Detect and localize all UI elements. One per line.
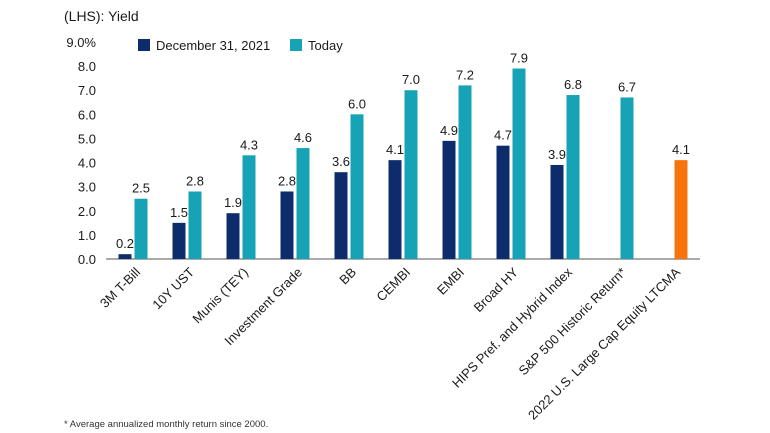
data-label: 0.2 [116,236,134,251]
y-tick-label: 2.0 [78,204,96,219]
data-label: 6.8 [564,77,582,92]
data-label: 1.9 [224,195,242,210]
bar [296,148,310,259]
x-tick-label: 10Y UST [149,264,197,312]
y-tick-label: 0.0 [78,252,96,267]
bar [674,160,688,259]
y-axis-ticks: 0.0 1.0 2.0 3.0 4.0 5.0 6.0 7.0 8.0 9.0% [66,35,96,267]
y-tick-label: 1.0 [78,228,96,243]
bar [496,145,510,259]
y-tick-label: 3.0 [78,180,96,195]
data-label: 7.0 [402,72,420,87]
data-label: 7.9 [510,51,528,66]
bar [442,140,456,259]
x-tick-label: 3M T-Bill [97,264,143,310]
data-label: 1.5 [170,205,188,220]
bar [226,213,240,259]
y-tick-label: 9.0% [66,35,96,50]
data-label: 4.9 [440,123,458,138]
bar [280,191,294,259]
bar [118,254,132,259]
bar [404,90,418,259]
data-label: 3.9 [548,147,566,162]
bar [512,68,526,260]
legend-swatch-today [290,39,302,51]
footnote: * Average annualized monthly return sinc… [64,419,269,430]
bar [458,85,472,260]
data-labels: 0.2 2.5 1.5 2.8 1.9 4.3 2.8 4.6 3.6 6.0 4.1 7.0 4.9 7… [116,51,690,252]
bar [334,172,348,259]
data-label: 6.0 [348,96,366,111]
x-tick-label: Broad HY [471,264,522,315]
bar [242,155,256,259]
data-label: 7.2 [456,67,474,82]
x-tick-label: EMBI [434,265,467,298]
bar [172,222,186,259]
bar [550,164,564,259]
legend-label-dec-2021: December 31, 2021 [156,38,270,53]
legend: December 31, 2021 Today [138,38,343,53]
y-tick-label: 5.0 [78,131,96,146]
data-label: 4.3 [240,137,258,152]
data-label: 2.8 [186,173,204,188]
data-label: 2.8 [278,173,296,188]
bar [188,191,202,259]
y-tick-label: 7.0 [78,83,96,98]
bar [566,95,580,260]
x-tick-label: BB [336,265,359,288]
data-label: 2.5 [132,181,150,196]
x-tick-label: S&P 500 Historic Return* [515,265,629,379]
x-tick-label: CEMBI [373,265,413,305]
bar [134,198,148,259]
data-label: 4.1 [386,142,404,157]
legend-swatch-dec-2021 [138,39,150,51]
bar [620,97,634,259]
y-tick-label: 4.0 [78,156,96,171]
y-tick-label: 8.0 [78,59,96,74]
data-label: 4.1 [672,142,690,157]
y-axis-label: (LHS): Yield [64,8,139,24]
bar [350,114,364,259]
data-label: 6.7 [618,79,636,94]
y-tick-label: 6.0 [78,107,96,122]
data-label: 3.6 [332,154,350,169]
legend-label-today: Today [308,38,343,53]
bars [118,68,688,260]
data-label: 4.6 [294,130,312,145]
data-label: 4.7 [494,128,512,143]
bar [388,160,402,259]
